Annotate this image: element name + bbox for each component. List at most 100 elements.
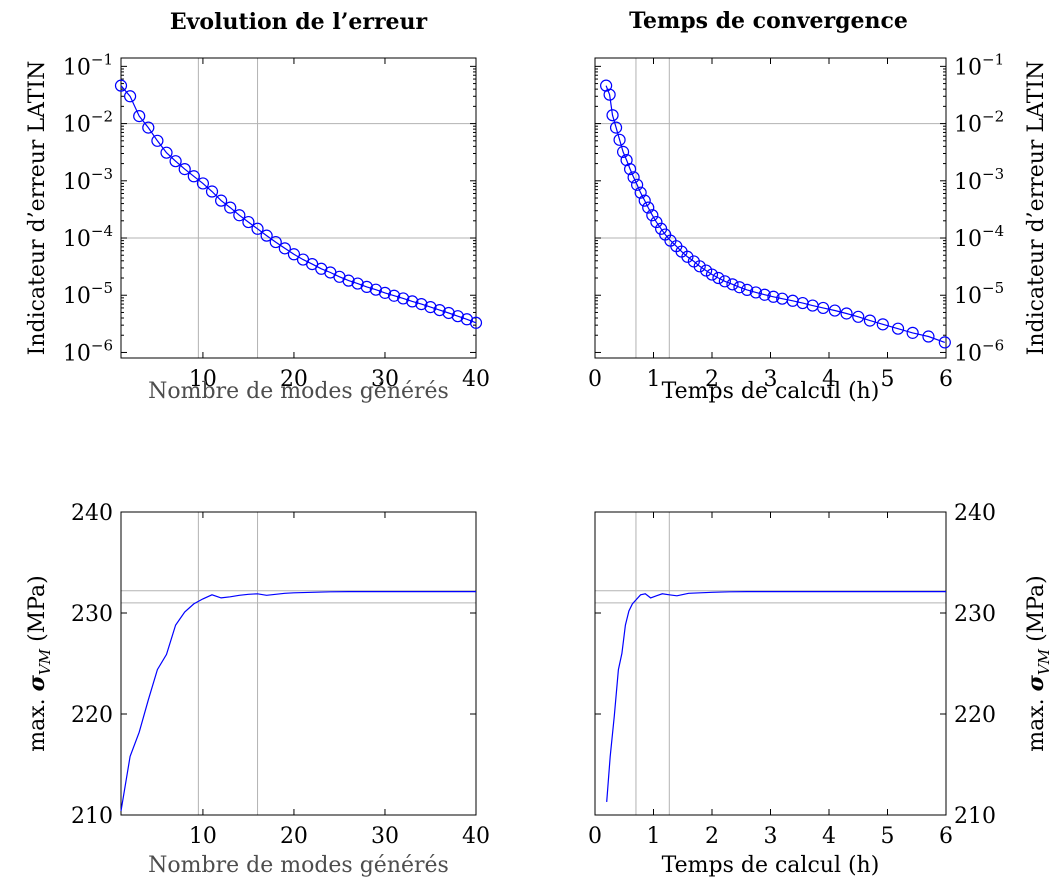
y-tick-label: 10−5 <box>63 279 113 309</box>
data-point <box>606 109 619 122</box>
y-tick-exponent: −4 <box>982 222 1004 240</box>
x-tick-label: 5 <box>881 367 895 392</box>
data-point <box>891 322 905 335</box>
data-point <box>712 271 725 285</box>
x-tick-label: 30 <box>371 824 399 849</box>
series-line <box>605 85 946 343</box>
data-point <box>718 275 731 288</box>
y-tick-label: 240 <box>71 501 113 526</box>
data-point <box>269 235 282 249</box>
data-point <box>178 163 191 176</box>
data-point <box>433 303 446 317</box>
chart-title: Temps de convergence <box>629 8 908 34</box>
y-tick-label: 210 <box>954 804 996 829</box>
data-point <box>863 314 877 327</box>
series-line <box>120 85 477 324</box>
y-tick-label: 10−4 <box>63 222 113 252</box>
data-point <box>627 171 640 184</box>
x-tick-label: 40 <box>462 824 490 849</box>
plot-frame <box>120 57 477 359</box>
data-point <box>828 304 841 317</box>
data-point <box>160 146 173 159</box>
data-point <box>251 222 264 235</box>
data-point <box>609 121 623 134</box>
data-point <box>187 170 200 183</box>
data-point <box>196 177 210 190</box>
x-axis-label: Nombre de modes générés <box>148 853 449 878</box>
y-tick-base: 10 <box>954 227 982 252</box>
series-line <box>606 590 946 802</box>
data-point <box>616 145 630 158</box>
data-point <box>650 215 663 229</box>
y-tick-label: 10−3 <box>63 165 113 195</box>
data-point <box>378 286 392 299</box>
x-tick-label: 20 <box>280 824 308 849</box>
x-tick-label: 6 <box>939 824 953 849</box>
y-tick-base: 10 <box>63 55 91 80</box>
x-tick-label: 0 <box>588 824 602 849</box>
data-point <box>603 88 616 101</box>
x-tick-label: 30 <box>371 367 399 392</box>
data-point <box>749 286 762 299</box>
data-point <box>876 318 889 331</box>
data-point <box>415 297 428 311</box>
data-point <box>852 310 865 323</box>
data-point <box>693 260 706 273</box>
data-point <box>767 290 780 303</box>
data-point <box>406 295 419 308</box>
y-axis-label: Indicateur d’erreur LATIN <box>1024 61 1049 356</box>
data-point <box>205 185 219 198</box>
y-tick-label: 10−2 <box>954 108 1004 138</box>
data-point <box>287 248 301 261</box>
data-point <box>817 301 830 315</box>
x-tick-label: 10 <box>189 367 217 392</box>
data-point <box>133 110 146 123</box>
data-point <box>114 79 128 92</box>
y-tick-label: 10−1 <box>954 50 1004 80</box>
data-point <box>938 336 951 349</box>
y-tick-label: 220 <box>71 703 113 728</box>
y-tick-base: 10 <box>954 113 982 138</box>
data-point <box>469 316 483 329</box>
y-tick-label: 10−3 <box>954 165 1004 195</box>
data-point <box>233 209 246 222</box>
data-point <box>638 194 651 207</box>
y-axis-label: max. σVM (MPa) <box>24 575 54 751</box>
x-tick-label: 20 <box>280 367 308 392</box>
y-tick-label: 10−6 <box>954 336 1004 366</box>
x-tick-label: 4 <box>822 367 836 392</box>
data-point <box>124 90 137 103</box>
y-tick-exponent: −2 <box>91 108 113 126</box>
y-tick-base: 10 <box>954 341 982 366</box>
x-tick-label: 3 <box>764 824 778 849</box>
data-point <box>442 306 455 320</box>
data-point <box>260 229 273 242</box>
data-point <box>726 278 739 291</box>
x-tick-label: 40 <box>462 367 490 392</box>
y-tick-label: 230 <box>71 602 113 627</box>
y-tick-base: 10 <box>954 55 982 80</box>
data-point <box>922 330 935 343</box>
data-point <box>906 326 919 339</box>
y-tick-base: 10 <box>63 341 91 366</box>
x-tick-label: 6 <box>939 367 953 392</box>
x-tick-label: 1 <box>647 824 661 849</box>
y-tick-label: 240 <box>954 501 996 526</box>
data-point <box>387 289 401 302</box>
x-tick-label: 3 <box>764 367 778 392</box>
y-tick-base: 10 <box>63 227 91 252</box>
plot-frame <box>120 511 477 816</box>
y-tick-exponent: −6 <box>91 336 113 354</box>
data-point <box>142 121 155 134</box>
x-tick-label: 10 <box>189 824 217 849</box>
y-tick-base: 10 <box>63 284 91 309</box>
y-tick-label: 10−6 <box>63 336 113 366</box>
data-point <box>369 283 382 296</box>
data-point <box>623 163 637 176</box>
x-axis-label: Nombre de modes générés <box>148 379 449 404</box>
data-point <box>215 194 228 207</box>
series-line <box>120 590 476 812</box>
chart-stress-vs-modes: 10 20 30 40 210 220 230 240 Nombre de modes géné… <box>24 501 490 878</box>
x-tick-label: 2 <box>705 367 719 392</box>
